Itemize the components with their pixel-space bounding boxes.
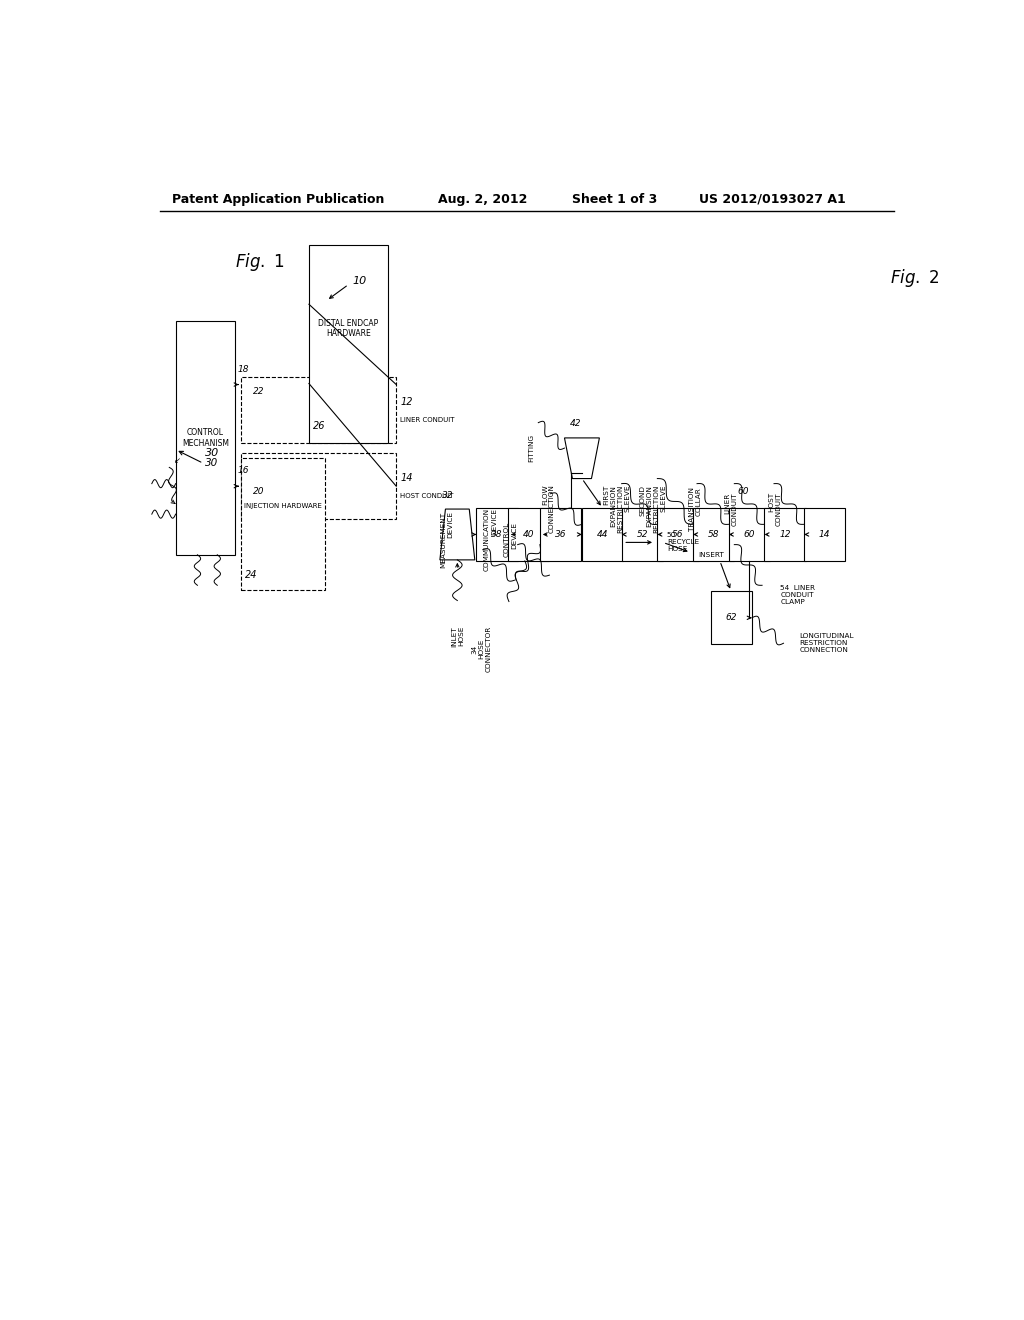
Text: 22: 22	[253, 387, 265, 396]
Text: DISTAL ENDCAP
HARDWARE: DISTAL ENDCAP HARDWARE	[318, 319, 379, 338]
Bar	[729, 508, 770, 561]
Text: FITTING: FITTING	[528, 434, 535, 462]
Text: US 2012/0193027 A1: US 2012/0193027 A1	[699, 193, 846, 206]
Text: 30: 30	[205, 449, 219, 458]
Text: Sheet 1 of 3: Sheet 1 of 3	[572, 193, 657, 206]
Bar	[540, 508, 582, 561]
Text: 12: 12	[400, 397, 413, 407]
Text: HOST CONDUIT: HOST CONDUIT	[400, 494, 454, 499]
Text: 12: 12	[779, 529, 791, 539]
Text: 60: 60	[737, 487, 749, 496]
Text: 44: 44	[597, 529, 608, 539]
Text: INJECTION HARDWARE: INJECTION HARDWARE	[244, 503, 323, 510]
Text: 60: 60	[743, 529, 755, 539]
Bar	[582, 508, 624, 561]
Text: 36: 36	[555, 529, 566, 539]
Bar	[176, 321, 236, 554]
Text: LINER
CONDUIT: LINER CONDUIT	[725, 492, 737, 525]
Bar	[657, 508, 698, 561]
Text: 14: 14	[819, 529, 830, 539]
Text: Patent Application Publication: Patent Application Publication	[172, 193, 384, 206]
Text: 62: 62	[725, 614, 737, 622]
Bar	[693, 508, 734, 561]
Text: INSERT: INSERT	[698, 552, 724, 557]
Text: 50
RECYCLE
HOSE: 50 RECYCLE HOSE	[667, 532, 699, 552]
Bar	[242, 453, 396, 519]
Text: 54  LINER
CONDUIT
CLAMP: 54 LINER CONDUIT CLAMP	[780, 586, 815, 606]
Text: CONTROL
MECHANISM: CONTROL MECHANISM	[182, 428, 229, 447]
Bar	[242, 378, 396, 444]
Text: 58: 58	[708, 529, 720, 539]
Bar	[622, 508, 663, 561]
Text: HOST
CONDUIT: HOST CONDUIT	[768, 492, 781, 525]
Text: FLOW
CONNECTION: FLOW CONNECTION	[542, 484, 555, 533]
Text: LONGITUDINAL
RESTRICTION
CONNECTION: LONGITUDINAL RESTRICTION CONNECTION	[800, 634, 854, 653]
Text: $\mathit{Fig.}\ \mathit{1}$: $\mathit{Fig.}\ \mathit{1}$	[236, 251, 285, 273]
Text: FIRST
EXPANSION
RESTRICTION
SLEEVE: FIRST EXPANSION RESTRICTION SLEEVE	[603, 484, 631, 533]
Text: 40: 40	[523, 529, 535, 539]
Text: COMMUNICATION
DEVICE: COMMUNICATION DEVICE	[484, 508, 497, 572]
Text: 18: 18	[238, 364, 249, 374]
Text: 34
HOSE
CONNECTOR: 34 HOSE CONNECTOR	[471, 626, 492, 672]
Text: TRANSITION
COLLAR: TRANSITION COLLAR	[689, 487, 701, 531]
Bar	[242, 458, 325, 590]
Text: 30: 30	[205, 458, 218, 469]
Bar	[804, 508, 846, 561]
Text: 32: 32	[442, 491, 454, 500]
Text: 42: 42	[569, 418, 582, 428]
Bar	[711, 591, 752, 644]
Polygon shape	[564, 438, 599, 479]
Text: 20: 20	[253, 487, 265, 496]
Text: $\mathit{Fig.}\ \mathit{2}$: $\mathit{Fig.}\ \mathit{2}$	[890, 268, 939, 289]
Text: 26: 26	[313, 421, 326, 430]
Text: 24: 24	[246, 570, 258, 581]
Text: 10: 10	[352, 276, 367, 286]
Text: INLET
HOSE: INLET HOSE	[451, 626, 464, 647]
Text: 14: 14	[400, 473, 413, 483]
Text: CONTROL
DEVICE: CONTROL DEVICE	[504, 521, 517, 557]
Text: ↙: ↙	[174, 457, 181, 466]
Polygon shape	[440, 510, 475, 560]
Bar	[309, 244, 388, 444]
Bar	[476, 508, 518, 561]
Bar	[508, 508, 550, 561]
Text: 38: 38	[492, 529, 503, 539]
Text: 16: 16	[238, 466, 249, 475]
Text: LINER CONDUIT: LINER CONDUIT	[400, 417, 455, 424]
Text: SECOND
EXPANSION
RESTRICTION
SLEEVE: SECOND EXPANSION RESTRICTION SLEEVE	[639, 484, 666, 533]
Bar	[765, 508, 806, 561]
Text: 52: 52	[637, 529, 648, 539]
Text: 56: 56	[672, 529, 684, 539]
Text: MEASUREMENT
DEVICE: MEASUREMENT DEVICE	[440, 511, 454, 568]
Text: Aug. 2, 2012: Aug. 2, 2012	[437, 193, 527, 206]
